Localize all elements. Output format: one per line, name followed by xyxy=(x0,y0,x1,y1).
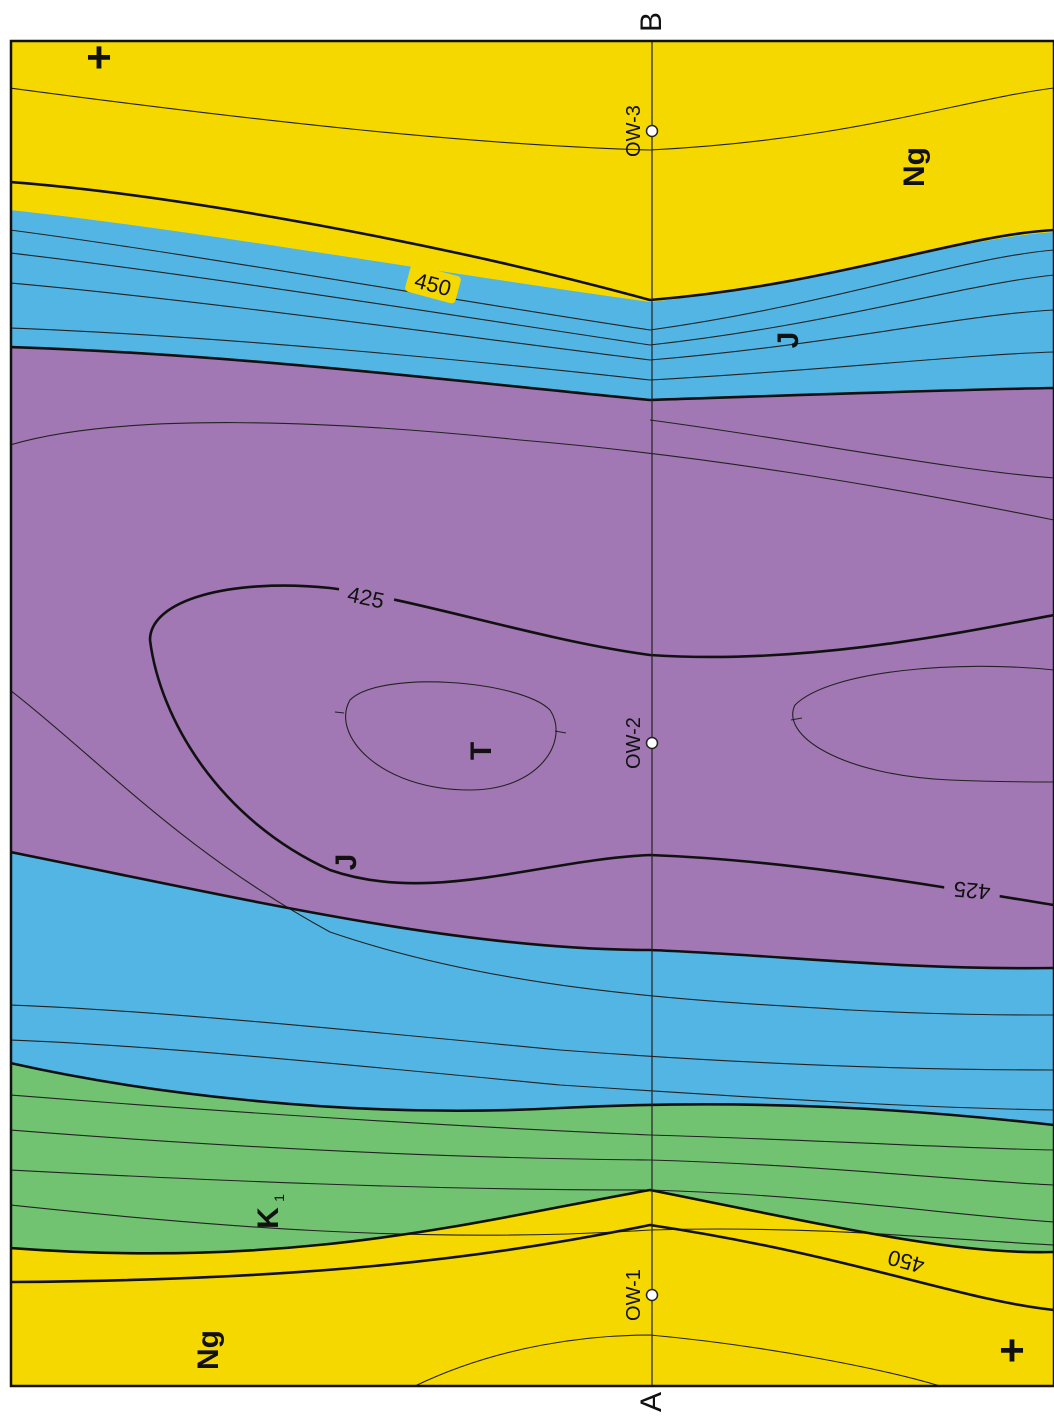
boundary-k1-ng xyxy=(11,1188,1054,1255)
contour-425 xyxy=(148,584,1054,659)
unit-label-k1-subscript: 1 xyxy=(271,1194,287,1202)
boundary-t-j-lower xyxy=(11,850,1054,970)
boundary-j-t-upper xyxy=(11,345,1054,402)
contour-line xyxy=(11,1039,1054,1111)
contour-label-450-lower: 450 xyxy=(876,1242,936,1282)
contour-line xyxy=(11,422,1054,521)
well-ow-1[interactable]: OW-1 xyxy=(623,1269,659,1321)
contour-425 xyxy=(148,639,1054,907)
boundary-j-k1 xyxy=(11,1061,1054,1127)
contour-line xyxy=(11,690,1054,1016)
tick-mark xyxy=(554,730,567,734)
well-ow-3[interactable]: OW-3 xyxy=(623,105,659,157)
contour-line xyxy=(11,252,1054,346)
profile-end-b: B xyxy=(635,12,668,32)
contour-line xyxy=(11,1004,1054,1071)
tick-mark xyxy=(790,717,803,721)
contour-line xyxy=(11,282,1054,361)
contour-line xyxy=(11,1169,1054,1223)
contour-line xyxy=(11,229,1054,331)
contour-line xyxy=(11,87,1054,151)
contour-label-425-upper: 425 xyxy=(336,578,396,616)
well-label: OW-1 xyxy=(623,1269,645,1321)
boundary-ng-lower xyxy=(11,1223,1054,1312)
plus-symbol-bottom: + xyxy=(999,1326,1025,1375)
contour-closed-lower xyxy=(792,665,1054,783)
contour-line xyxy=(11,327,1054,381)
contour-label-425: 425 xyxy=(953,876,992,904)
contour-line xyxy=(649,419,1054,479)
boundary-ng-j-upper xyxy=(11,180,1054,302)
unit-t-area xyxy=(11,347,1054,969)
contour-line xyxy=(11,1129,1054,1186)
unit-label-t: T xyxy=(465,742,498,760)
map-frame xyxy=(9,39,1054,1388)
unit-label-j-left: J xyxy=(330,854,363,871)
contour-line xyxy=(414,1334,941,1386)
unit-label-ng-right: Ng xyxy=(898,147,931,187)
well-label: OW-2 xyxy=(623,717,645,769)
profile-start-a: A xyxy=(635,1392,668,1412)
unit-label-k1: K 1 xyxy=(252,1194,287,1229)
contour-line xyxy=(11,1094,1054,1151)
unit-label-j-right: J xyxy=(772,332,805,349)
well-ow-2[interactable]: OW-2 xyxy=(623,717,659,769)
contour-label-425-lower: 425 xyxy=(943,874,1001,908)
well-label: OW-3 xyxy=(623,105,645,157)
contour-closed-upper xyxy=(345,681,557,791)
unit-label-ng-left: Ng xyxy=(192,1330,225,1370)
tick-mark xyxy=(334,711,345,714)
unit-label-k1-main: K xyxy=(252,1207,285,1229)
